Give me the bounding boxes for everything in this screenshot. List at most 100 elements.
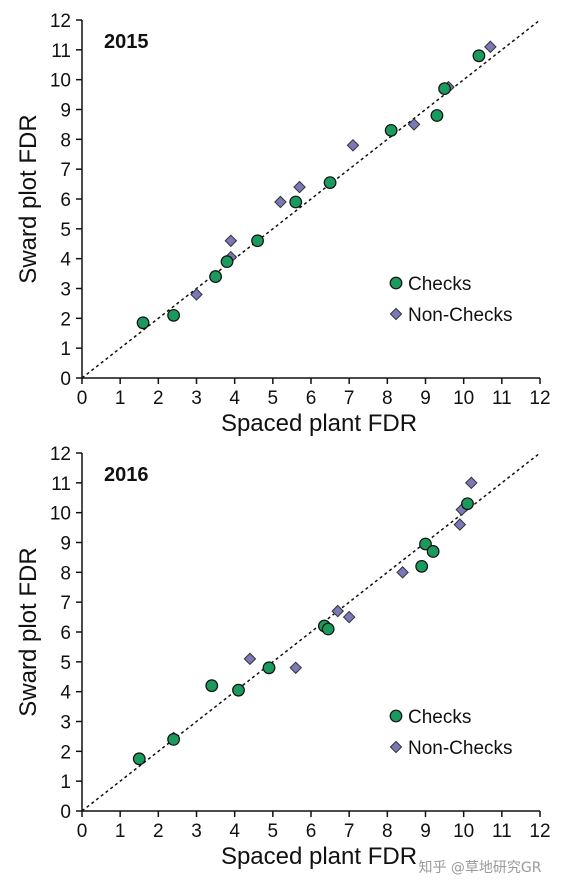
y-tick-label: 1 <box>60 339 71 360</box>
y-tick-label: 8 <box>60 563 71 584</box>
checks-point <box>384 123 398 137</box>
x-tick-label: 8 <box>382 821 393 842</box>
x-tick-label: 7 <box>344 821 355 842</box>
one-to-one-line <box>81 452 541 812</box>
checks-point <box>251 234 264 248</box>
x-tick-label: 2 <box>153 388 164 409</box>
legend-non-checks-marker <box>389 740 403 754</box>
non-checks-point <box>342 610 356 624</box>
non-checks-point <box>407 118 421 131</box>
x-tick-label: 12 <box>529 388 550 409</box>
x-tick-label: 9 <box>420 821 431 842</box>
non-checks-point <box>484 40 497 54</box>
non-checks-point <box>331 604 345 618</box>
y-tick-label: 11 <box>51 474 71 495</box>
panel-title: 2016 <box>104 464 149 486</box>
y-tick-label: 10 <box>50 71 71 92</box>
x-tick-label: 9 <box>420 388 431 409</box>
checks-point <box>209 270 222 283</box>
y-tick-label: 6 <box>60 190 71 211</box>
checks-point <box>289 195 303 209</box>
checks-point <box>426 545 440 558</box>
x-tick-label: 6 <box>306 821 317 842</box>
y-tick-label: 10 <box>50 504 71 525</box>
y-tick-label: 0 <box>60 369 71 390</box>
legend-checks-marker <box>389 709 403 723</box>
checks-point <box>232 683 245 697</box>
x-tick-label: 11 <box>492 388 512 409</box>
y-tick-label: 4 <box>60 683 71 704</box>
y-tick-label: 5 <box>60 220 71 241</box>
panel-title: 2015 <box>104 31 149 53</box>
non-checks-point <box>274 195 287 209</box>
legend-label: Checks <box>408 274 471 295</box>
y-tick-label: 9 <box>60 101 71 122</box>
checks-point <box>167 733 181 746</box>
legend-label: Non-Checks <box>408 305 513 326</box>
checks-point <box>132 752 146 766</box>
x-tick-label: 2 <box>153 821 164 842</box>
watermark-text: 知乎 @草地研究GR <box>418 859 541 876</box>
checks-point <box>167 308 181 322</box>
x-tick-label: 6 <box>306 388 317 409</box>
y-tick-label: 3 <box>60 713 71 734</box>
y-tick-label: 2 <box>60 742 71 763</box>
x-tick-label: 5 <box>268 821 279 842</box>
y-tick-label: 12 <box>50 444 71 465</box>
x-tick-label: 10 <box>453 388 474 409</box>
legend-non-checks-marker <box>389 307 403 321</box>
y-tick-label: 1 <box>60 772 71 793</box>
checks-point <box>430 109 444 122</box>
x-tick-label: 3 <box>191 388 202 409</box>
non-checks-point <box>243 652 257 666</box>
x-tick-label: 0 <box>77 821 88 842</box>
x-tick-label: 11 <box>492 821 512 842</box>
y-axis-title: Sward plot FDR <box>15 547 42 716</box>
non-checks-point <box>346 138 360 152</box>
checks-point <box>323 176 337 189</box>
y-axis-title: Sward plot FDR <box>15 114 42 283</box>
x-tick-label: 4 <box>229 388 240 409</box>
x-tick-label: 5 <box>268 388 279 409</box>
y-tick-label: 7 <box>60 593 71 614</box>
x-tick-label: 1 <box>115 388 126 409</box>
x-tick-label: 1 <box>115 821 126 842</box>
y-tick-label: 2 <box>60 309 71 330</box>
one-to-one-line <box>81 19 541 379</box>
y-tick-label: 7 <box>60 160 71 181</box>
x-tick-label: 7 <box>344 388 355 409</box>
x-tick-label: 4 <box>229 821 240 842</box>
x-tick-label: 3 <box>191 821 202 842</box>
x-tick-label: 0 <box>77 388 88 409</box>
x-axis-title: Spaced plant FDR <box>221 843 417 870</box>
y-tick-label: 8 <box>60 130 71 151</box>
x-tick-label: 8 <box>382 388 393 409</box>
non-checks-point <box>190 288 203 301</box>
y-tick-label: 12 <box>50 11 71 32</box>
x-tick-label: 12 <box>529 821 550 842</box>
checks-point <box>419 537 432 551</box>
checks-point <box>415 559 429 573</box>
non-checks-point <box>293 180 306 194</box>
y-tick-label: 3 <box>60 280 71 301</box>
legend-label: Checks <box>408 707 471 728</box>
legend-label: Non-Checks <box>408 738 513 759</box>
checks-point <box>220 255 234 269</box>
non-checks-point <box>396 566 409 579</box>
y-tick-label: 9 <box>60 534 71 555</box>
x-tick-label: 10 <box>453 821 474 842</box>
checks-point <box>262 661 276 675</box>
y-tick-label: 4 <box>60 250 71 271</box>
y-tick-label: 0 <box>60 802 71 823</box>
y-tick-label: 11 <box>51 41 71 62</box>
y-tick-label: 5 <box>60 653 71 674</box>
checks-point <box>472 49 486 63</box>
y-tick-label: 6 <box>60 623 71 644</box>
legend-checks-marker <box>389 276 403 290</box>
non-checks-point <box>289 661 303 675</box>
checks-point <box>438 82 451 96</box>
non-checks-point <box>224 234 238 248</box>
